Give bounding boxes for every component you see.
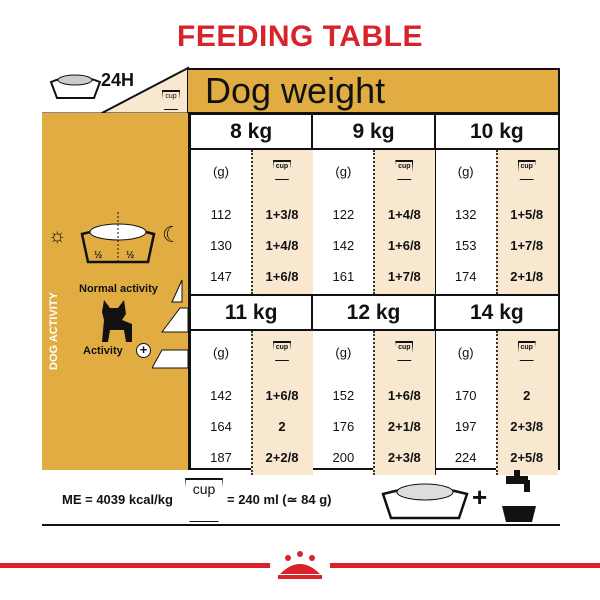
- cup-icon: cup: [251, 337, 313, 361]
- dog-activity-label: DOG ACTIVITY: [48, 292, 60, 370]
- plus-icon: +: [136, 343, 151, 358]
- grams-header: (g): [213, 164, 229, 179]
- food-bowl-icon: [49, 74, 102, 99]
- period-label: 24H: [101, 70, 135, 90]
- cup-value: 2: [523, 388, 531, 403]
- grams-header: (g): [457, 345, 474, 360]
- cup-value: 2+3/8: [387, 450, 421, 465]
- table-block-top: 8 kg (g) cup 112 1+3/8 130 1+4/8 147 1+6/8 …: [191, 115, 559, 294]
- grams-value: 130: [210, 238, 232, 253]
- grams-value: 176: [332, 419, 355, 434]
- activity-steps-icon: [152, 279, 188, 369]
- grams-value: 152: [332, 388, 355, 403]
- grams-value: 132: [454, 207, 477, 222]
- cup-value: 1+6/8: [387, 388, 421, 403]
- plus-sign: +: [472, 482, 488, 512]
- activity-label: Activity: [83, 345, 123, 357]
- divider: [42, 524, 560, 526]
- grams-value: 142: [332, 238, 355, 253]
- activity-panel: [42, 113, 189, 470]
- cup-equivalent: = 240 ml (≃ 84 g): [227, 492, 332, 507]
- grams-value: 170: [454, 388, 477, 403]
- metabolizable-energy: ME = 4039 kcal/kg: [62, 492, 173, 507]
- cup-value: 2+3/8: [510, 419, 544, 434]
- cup-icon: cup: [373, 156, 435, 180]
- cup-value: 1+3/8: [265, 207, 299, 222]
- cup-value: 1+7/8: [510, 238, 544, 253]
- grams-value: 200: [332, 450, 355, 465]
- weight-column: 10 kg (g) cup 132 1+5/8 153 1+7/8 174 2+1/8: [435, 115, 559, 294]
- weight-header: 8 kg: [191, 115, 312, 150]
- weight-column: 11 kg (g) cup 142 1+6/8 164 2 187 2+2/8: [191, 296, 314, 475]
- cup-value: 2: [278, 419, 286, 434]
- cup-icon: cup: [185, 478, 223, 522]
- normal-activity-label: Normal activity: [79, 283, 158, 295]
- weight-header: 10 kg: [435, 115, 559, 150]
- weight-column: 14 kg (g) cup 170 2 197 2+3/8 224 2+5/8: [435, 296, 559, 475]
- food-bowl-half-icon: [80, 212, 156, 264]
- grams-header: (g): [213, 345, 229, 360]
- dog-weight-header: [188, 68, 560, 114]
- grams-value: 147: [210, 269, 232, 284]
- half-left: ½: [94, 250, 103, 261]
- half-right: ½: [126, 250, 135, 261]
- cup-value: 2+5/8: [510, 450, 544, 465]
- grams-header: (g): [335, 164, 352, 179]
- cup-value: 1+6/8: [265, 269, 299, 284]
- weight-column: 9 kg (g) cup 122 1+4/8 142 1+6/8 161 1+7/8: [313, 115, 436, 294]
- grams-value: 161: [332, 269, 355, 284]
- grams-header: (g): [457, 164, 474, 179]
- cup-value: 1+4/8: [387, 207, 421, 222]
- moon-icon: ☾: [162, 222, 182, 247]
- cup-icon: cup: [496, 156, 558, 180]
- weight-column: 8 kg (g) cup 112 1+3/8 130 1+4/8 147 1+6/8: [191, 115, 314, 294]
- weight-header: 14 kg: [435, 296, 559, 331]
- grams-value: 174: [454, 269, 477, 284]
- grams-value: 142: [210, 388, 232, 403]
- cup-value: 1+5/8: [510, 207, 544, 222]
- grams-value: 112: [210, 207, 232, 222]
- cup-icon: cup: [373, 337, 435, 361]
- grams-value: 122: [332, 207, 355, 222]
- grams-header: (g): [335, 345, 352, 360]
- page-title: FEEDING TABLE: [177, 20, 423, 53]
- cup-value: 1+6/8: [387, 238, 421, 253]
- grams-value: 187: [210, 450, 232, 465]
- table-block-bottom: 11 kg (g) cup 142 1+6/8 164 2 187 2+2/8 12 …: [191, 294, 559, 475]
- dog-weight-title: Dog weight: [205, 70, 386, 111]
- cup-icon: cup: [162, 85, 180, 110]
- weight-header: 11 kg: [191, 296, 312, 331]
- grams-value: 224: [454, 450, 477, 465]
- weight-header: 12 kg: [313, 296, 434, 331]
- cup-value: 2+1/8: [510, 269, 544, 284]
- food-bowl-icon: [381, 483, 469, 520]
- water-tap-icon: [502, 470, 536, 522]
- weight-header: 9 kg: [313, 115, 434, 150]
- cup-value: 2+1/8: [387, 419, 421, 434]
- sun-icon: ☼: [48, 225, 67, 247]
- cup-value: 1+7/8: [387, 269, 421, 284]
- grams-value: 197: [454, 419, 477, 434]
- cup-value: 1+4/8: [265, 238, 299, 253]
- french-bulldog-icon: [102, 300, 132, 342]
- royal-canin-logo: [270, 548, 330, 582]
- grams-value: 164: [210, 419, 232, 434]
- cup-icon: cup: [251, 156, 313, 180]
- weight-column: 12 kg (g) cup 152 1+6/8 176 2+1/8 200 2+3/8: [313, 296, 436, 475]
- cup-icon: cup: [496, 337, 558, 361]
- cup-value: 1+6/8: [265, 388, 299, 403]
- grams-value: 153: [454, 238, 477, 253]
- cup-value: 2+2/8: [265, 450, 299, 465]
- feeding-table: 8 kg (g) cup 112 1+3/8 130 1+4/8 147 1+6/8 …: [188, 113, 560, 475]
